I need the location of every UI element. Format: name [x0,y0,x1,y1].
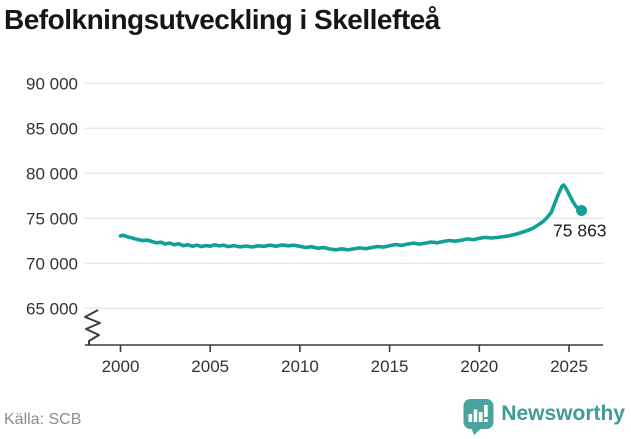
source-label: Källa: SCB [4,411,82,428]
y-axis-tick-label: 75 000 [26,209,78,228]
chart-footer: Källa: SCB Newsworthy [0,395,631,439]
brand-name: Newsworthy [501,401,625,425]
y-axis-tick-label: 85 000 [26,119,78,138]
newsworthy-branding[interactable]: Newsworthy [463,398,625,435]
x-axis-tick-label: 2010 [281,357,319,376]
y-axis-tick-label: 65 000 [26,299,78,318]
population-line-chart: 90 000 85 000 80 000 75 000 70 000 65 000 2000… [26,74,607,376]
y-axis-break-icon [84,309,101,345]
chart-title: Befolkningsutveckling i Skellefteå [4,4,440,35]
x-axis-tick-label: 2005 [191,357,229,376]
bar-chart-speech-bubble-icon [463,399,494,435]
x-axis-tick-label: 2020 [460,357,498,376]
x-axis-tick-label: 2025 [550,357,588,376]
y-axis-tick-label: 70 000 [26,254,78,273]
y-axis-tick-label: 80 000 [26,164,78,183]
latest-value-marker [576,205,588,217]
x-axis-tick-label: 2015 [371,357,409,376]
latest-value-label: 75 863 [553,221,607,241]
y-axis-tick-label: 90 000 [26,74,78,93]
population-line-series [118,183,584,252]
x-axis-tick-label: 2000 [102,357,140,376]
